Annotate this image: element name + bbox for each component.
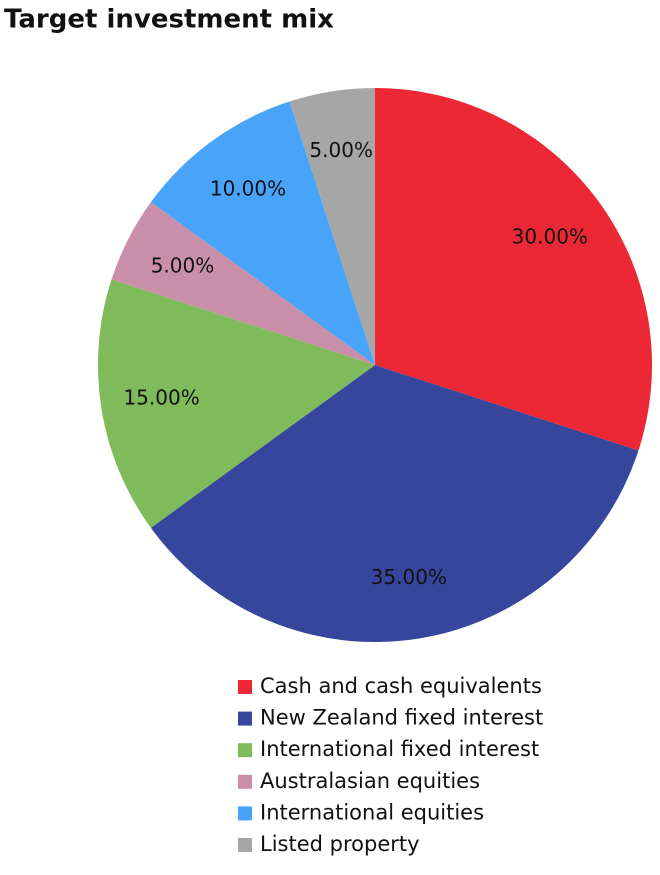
legend-label: International fixed interest xyxy=(260,737,539,761)
slice-label: 5.00% xyxy=(309,138,373,162)
pie-slice xyxy=(150,101,375,365)
legend-label: New Zealand fixed interest xyxy=(260,706,543,730)
legend-swatch xyxy=(238,711,252,726)
pie-slice xyxy=(150,365,639,642)
legend-label: Listed property xyxy=(260,832,420,856)
slice-label: 30.00% xyxy=(512,225,588,249)
chart-title: Target investment mix xyxy=(4,5,334,35)
pie-slice xyxy=(375,88,652,451)
pie-slice xyxy=(111,202,375,365)
legend-swatch xyxy=(238,806,252,821)
legend-label: Cash and cash equivalents xyxy=(260,674,542,698)
legend-swatch xyxy=(238,680,252,694)
pie-slice xyxy=(289,88,375,365)
slice-label: 35.00% xyxy=(371,565,447,589)
slice-label: 10.00% xyxy=(210,177,286,201)
legend-swatch xyxy=(238,743,252,758)
slice-label: 15.00% xyxy=(123,385,199,409)
legend-swatch xyxy=(238,838,252,852)
legend-swatch xyxy=(238,774,252,789)
slice-label: 5.00% xyxy=(151,253,215,277)
pie-slice xyxy=(98,279,376,528)
legend-label: International equities xyxy=(260,800,484,824)
legend-label: Australasian equities xyxy=(260,769,480,793)
